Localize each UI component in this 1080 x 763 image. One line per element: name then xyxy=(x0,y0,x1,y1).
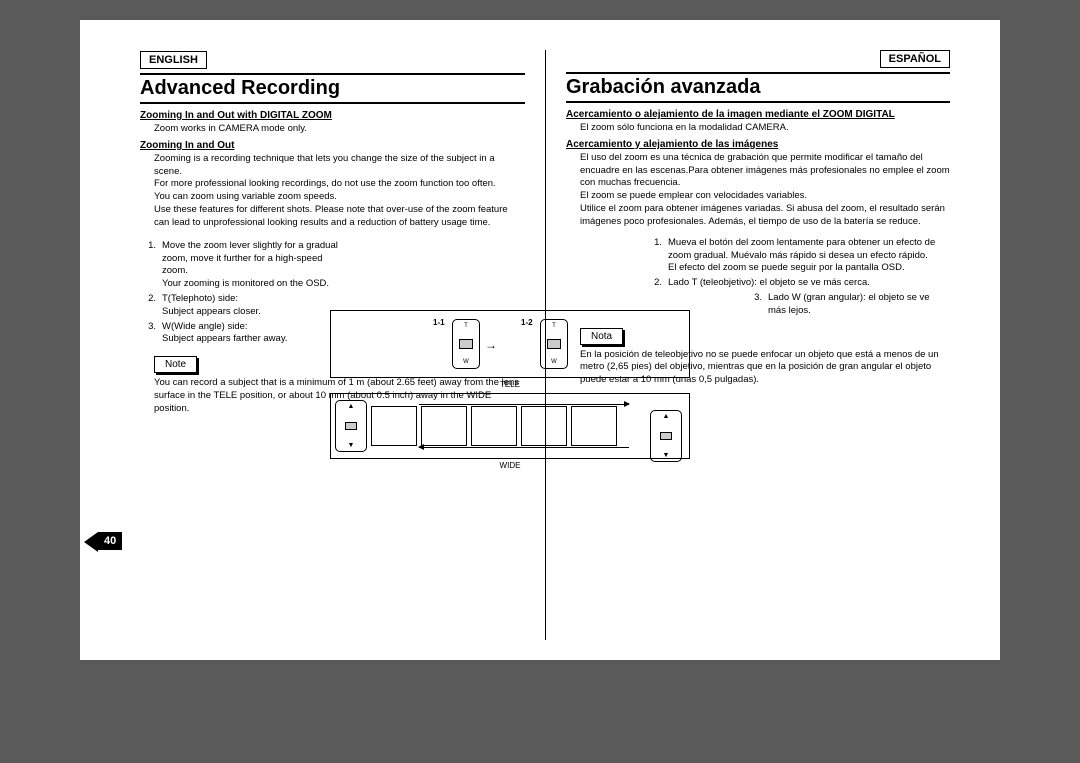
para-es-2: El zoom se puede emplear con velocidades… xyxy=(580,190,950,203)
wide-label: WIDE xyxy=(330,461,690,470)
zoom-diagram: 1-1 TW 1-2 TW TELE ▲▼ WIDE xyxy=(330,310,690,480)
line-es-1: El zoom sólo funciona en la modalidad CA… xyxy=(580,122,950,135)
ordered-list-es: 1.Mueva el botón del zoom lentamente par… xyxy=(646,237,950,318)
diagram-top-row: 1-1 TW 1-2 TW xyxy=(330,310,690,378)
lang-badge-es: ESPAÑOL xyxy=(880,50,950,68)
zoom-frame-2 xyxy=(421,406,467,446)
title-es: Grabación avanzada xyxy=(566,72,950,103)
note-label-en: Note xyxy=(154,356,197,373)
zoom-switch-left: ▲▼ xyxy=(335,400,367,452)
page-number: 40 xyxy=(98,532,122,550)
line-en-1: Zoom works in CAMERA mode only. xyxy=(154,123,525,136)
diagram-label-1-2: 1-2 xyxy=(521,318,533,327)
zoom-frame-5 xyxy=(571,406,617,446)
subhead-es-1: Acercamiento o alejamiento de la imagen … xyxy=(566,109,950,120)
zoom-frame-4 xyxy=(521,406,567,446)
zoom-switch-right: ▲▼ xyxy=(650,410,682,462)
para-es-1: El uso del zoom es una técnica de grabac… xyxy=(580,152,950,190)
ordered-list-en: 1.Move the zoom lever slightly for a gra… xyxy=(140,240,340,347)
zoom-frame-1 xyxy=(371,406,417,446)
zoom-frame-3 xyxy=(471,406,517,446)
para-es-3: Utilice el zoom para obtener imágenes va… xyxy=(580,203,950,229)
diagram-label-1-1: 1-1 xyxy=(433,318,445,327)
tele-label: TELE xyxy=(330,380,690,389)
ol-es-3: Lado W (gran angular): el objeto se ve m… xyxy=(768,292,950,318)
ol-en-1: Move the zoom lever slightly for a gradu… xyxy=(162,240,340,291)
ol-es-1: Mueva el botón del zoom lentamente para … xyxy=(668,237,950,275)
subhead-en-2: Zooming In and Out xyxy=(140,140,525,151)
ol-es-2: Lado T (teleobjetivo): el objeto se ve m… xyxy=(668,277,950,290)
zoom-switch-1-2: 1-2 TW xyxy=(540,319,568,369)
title-en: Advanced Recording xyxy=(140,73,525,104)
para-en-1: Zooming is a recording technique that le… xyxy=(154,153,525,191)
lang-badge-en: ENGLISH xyxy=(140,51,207,69)
diagram-bottom-row: ▲▼ xyxy=(330,393,690,459)
subhead-en-1: Zooming In and Out with DIGITAL ZOOM xyxy=(140,110,525,121)
para-en-2: You can zoom using variable zoom speeds. xyxy=(154,191,525,204)
ol-en-3: W(Wide angle) side: Subject appears fart… xyxy=(162,321,340,347)
subhead-es-2: Acercamiento y alejamiento de las imágen… xyxy=(566,139,950,150)
para-en-3: Use these features for different shots. … xyxy=(154,204,525,230)
zoom-switch-1-1: 1-1 TW xyxy=(452,319,480,369)
ol-en-2: T(Telephoto) side: Subject appears close… xyxy=(162,293,340,319)
manual-page: ENGLISH Advanced Recording Zooming In an… xyxy=(80,20,1000,660)
